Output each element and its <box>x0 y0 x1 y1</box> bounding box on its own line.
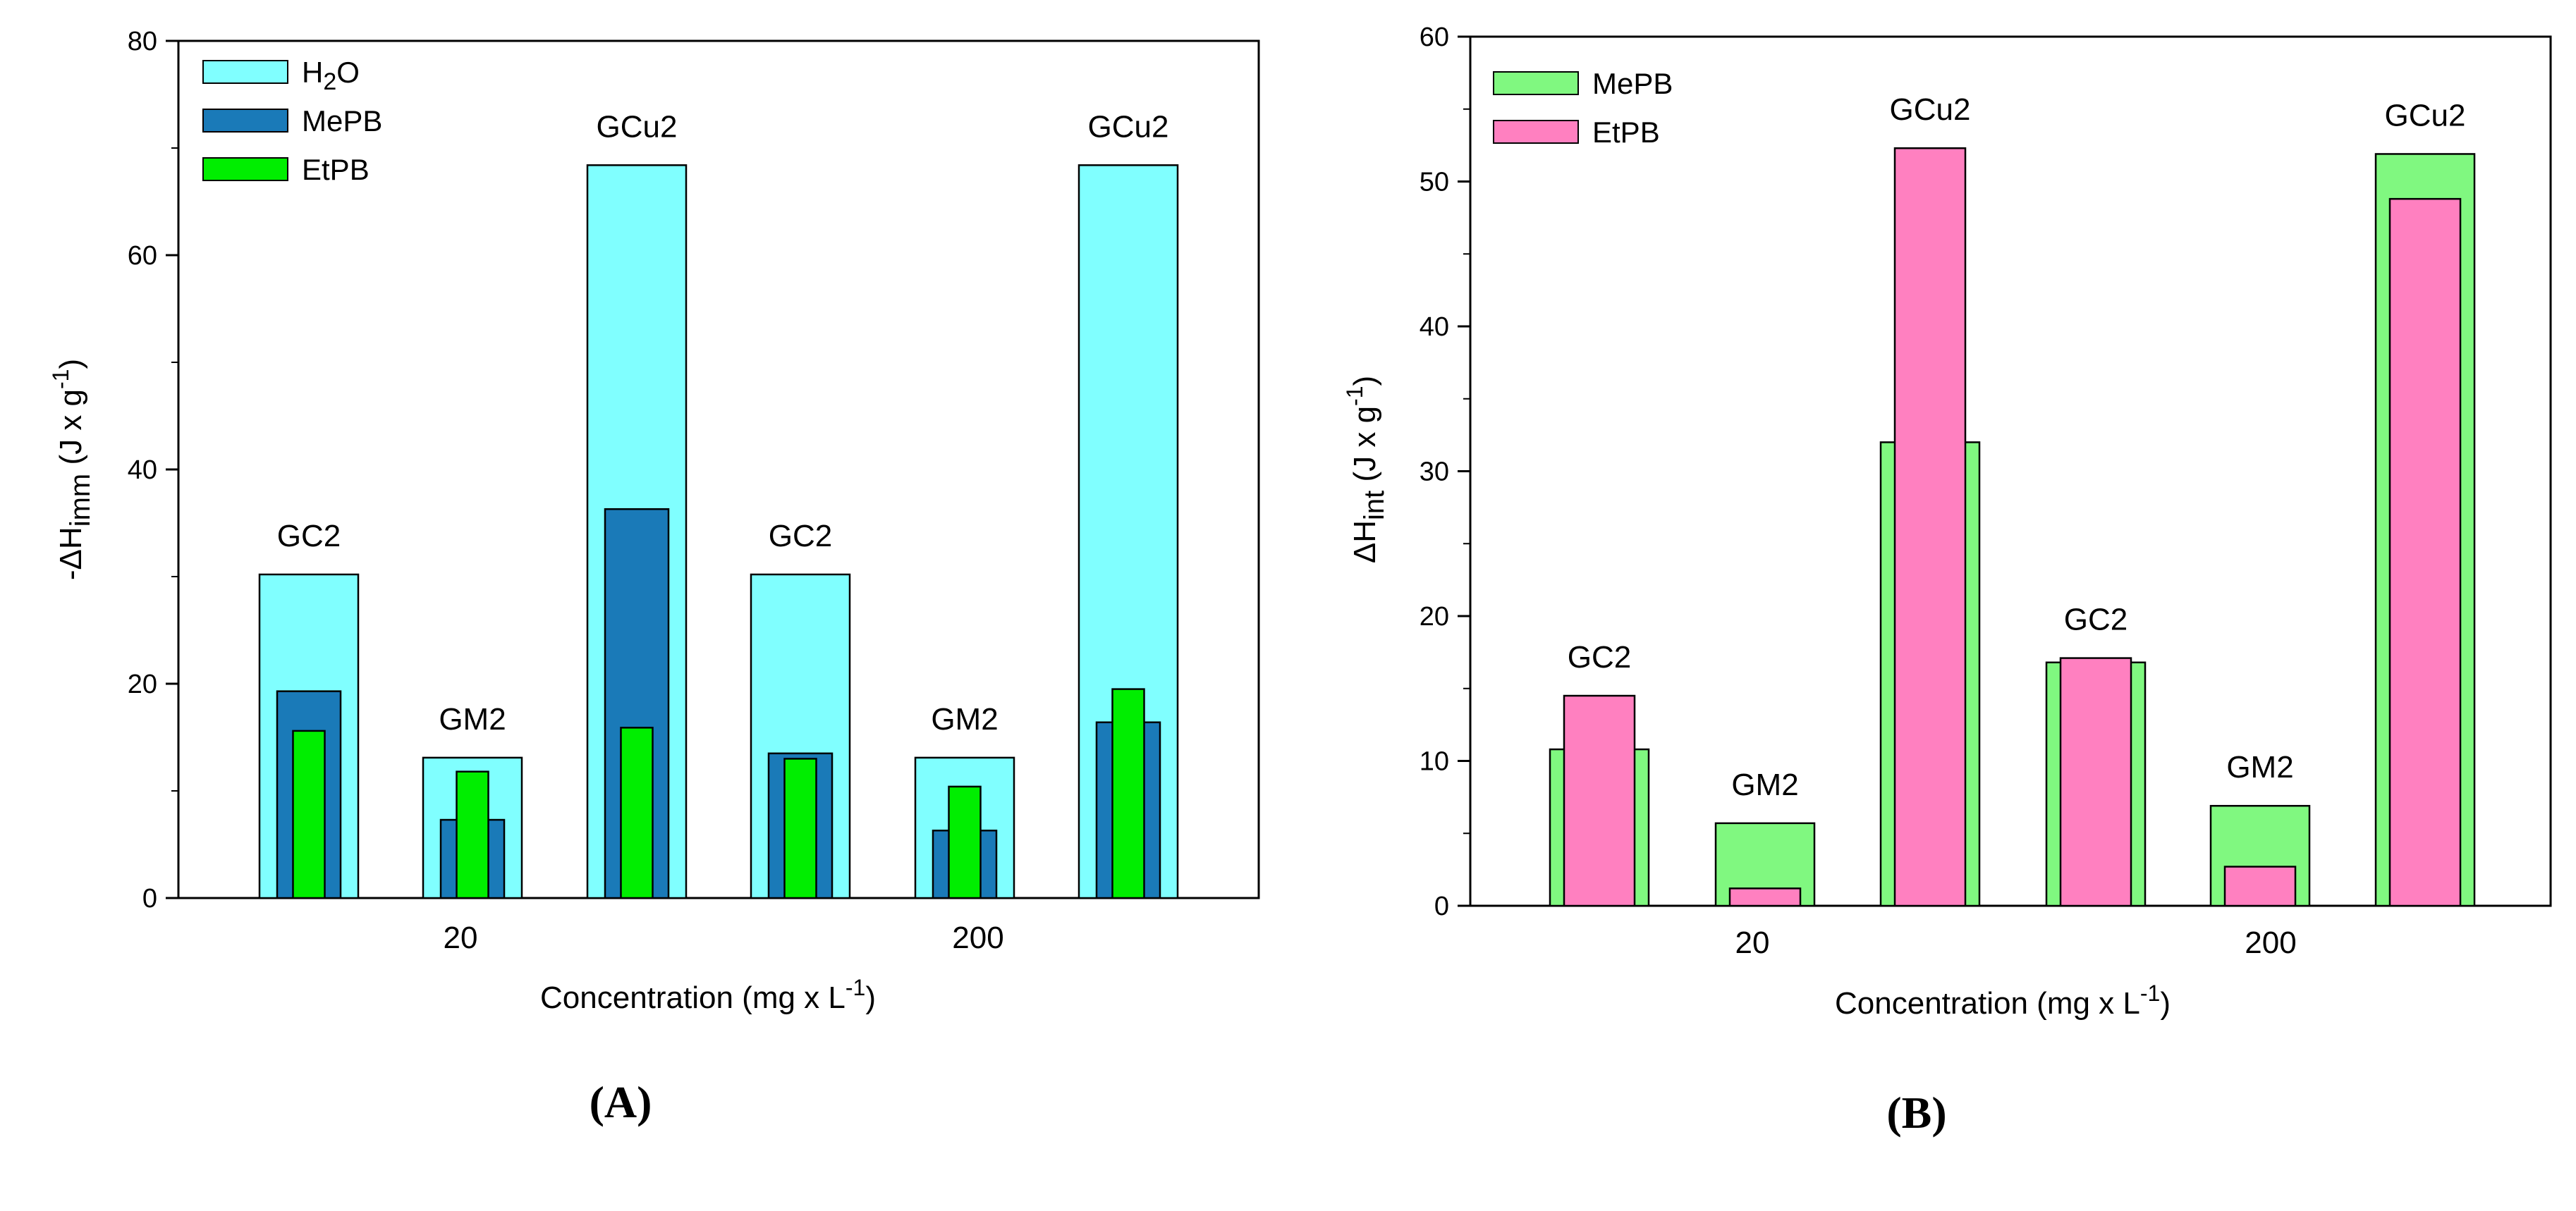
bar-etpb <box>292 730 326 899</box>
bar-group-label: GC2 <box>277 519 341 553</box>
y-tick-label: 60 <box>128 241 157 271</box>
chart-b: 0 10 20 30 40 50 60 GC2 GM2 GCu2 GC2 GM2 GCu2 20 200 Co… <box>1342 23 2552 1138</box>
bar-etpb <box>456 770 489 899</box>
legend-label-h2o: H2O <box>302 56 360 95</box>
y-tick-label: 20 <box>1420 602 1449 632</box>
legend-swatch-etpb <box>202 157 288 181</box>
x-axis-label: Concentration (mg x L-1) <box>540 975 876 1015</box>
legend-label-etpb: EtPB <box>302 153 370 186</box>
bar-group-label: GM2 <box>2226 750 2293 785</box>
x-category-label: 200 <box>952 921 1003 955</box>
y-tick-label: 40 <box>128 455 157 485</box>
bar-etpb <box>2388 197 2462 907</box>
panel-label: (A) <box>590 1077 652 1127</box>
x-axis-label: Concentration (mg x L-1) <box>1835 981 2171 1021</box>
bar-group-label: GM2 <box>439 702 506 737</box>
bar-etpb <box>2223 866 2297 907</box>
bar-group-label: GM2 <box>931 702 998 737</box>
x-category-label: 20 <box>444 921 478 955</box>
legend-swatch-mepb <box>1493 71 1579 95</box>
chart-a: 0 20 40 60 80 GC2 GM2 GCu2 GC2 GM2 GCu2 20 200 Concen… <box>48 27 1260 1127</box>
bar-etpb <box>1563 694 1636 907</box>
y-tick-label: 40 <box>1420 312 1449 342</box>
y-tick-label: 50 <box>1420 168 1449 197</box>
legend-label-mepb: MePB <box>1592 67 1673 100</box>
bar-etpb <box>1111 688 1145 899</box>
bar-etpb <box>783 758 817 899</box>
bar-group-label: GC2 <box>769 519 832 553</box>
bar-etpb <box>2059 657 2132 907</box>
bar-group-label: GM2 <box>1731 768 1798 802</box>
x-category-label: 20 <box>1735 926 1770 960</box>
y-tick-label: 30 <box>1420 457 1449 487</box>
y-tick-label: 0 <box>1434 892 1449 921</box>
bar-group-label: GCu2 <box>597 109 678 144</box>
bar-group-label: GC2 <box>2064 603 2128 637</box>
y-tick-label: 60 <box>1420 23 1449 52</box>
legend-label-etpb: EtPB <box>1592 116 1660 149</box>
x-category-label: 200 <box>2245 926 2296 960</box>
y-tick-label: 20 <box>128 670 157 699</box>
legend-swatch-mepb <box>202 109 288 133</box>
bar-etpb <box>1893 147 1967 907</box>
bar-group-label: GCu2 <box>2385 98 2466 133</box>
bar-group-label: GC2 <box>1568 640 1631 675</box>
legend-swatch-h2o <box>202 60 288 84</box>
y-tick-label: 0 <box>142 884 157 914</box>
y-axis-label: -ΔHimm (J x g-1) <box>48 359 96 580</box>
y-axis-label: ΔHint (J x g-1) <box>1342 376 1390 563</box>
bar-etpb <box>948 785 982 899</box>
legend-swatch-etpb <box>1493 120 1579 144</box>
y-tick-label: 80 <box>128 27 157 56</box>
panel-label: (B) <box>1886 1088 1946 1138</box>
y-tick-label: 10 <box>1420 747 1449 777</box>
bar-etpb <box>620 727 654 899</box>
bar-group-label: GCu2 <box>1890 92 1971 127</box>
bar-group-label: GCu2 <box>1088 109 1169 144</box>
legend-label-mepb: MePB <box>302 104 382 137</box>
bar-etpb <box>1728 887 1802 907</box>
